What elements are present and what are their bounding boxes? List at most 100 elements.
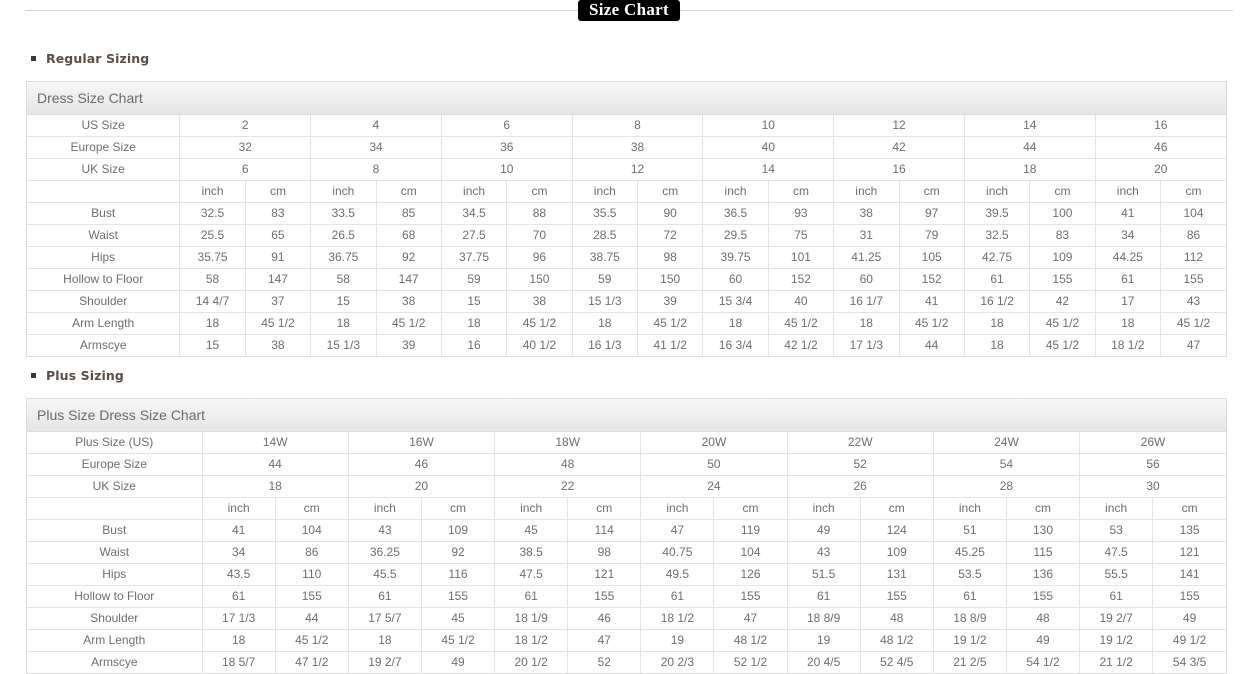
measure-cell: 44 <box>898 334 965 356</box>
size-cell: 18 <box>963 158 1096 181</box>
size-cell: 26 <box>786 475 934 498</box>
page-title-band: Size Chart <box>25 0 1233 40</box>
measure-cell: 15 1/3 <box>310 334 377 356</box>
measure-cell: 147 <box>244 268 312 291</box>
size-cell: 56 <box>1079 453 1226 476</box>
measure-cell: 20 2/3 <box>640 651 715 673</box>
measure-cell: 101 <box>767 246 835 269</box>
measure-cell: 18 <box>310 312 377 335</box>
measure-cell: 45 <box>420 607 496 630</box>
measure-cell: 47.5 <box>494 563 569 586</box>
measure-cell: 20 4/5 <box>786 651 861 673</box>
row-header: UK Size <box>27 475 203 498</box>
measure-cell: 45 1/2 <box>420 629 496 652</box>
row-header: Europe Size <box>27 453 203 476</box>
measure-cell: 42.75 <box>963 246 1031 269</box>
measure-cell: 49.5 <box>640 563 715 586</box>
measure-cell: 18 <box>347 629 422 652</box>
measure-cell: 34 <box>201 541 276 564</box>
measure-cell: 16 1/3 <box>571 334 639 356</box>
measure-cell: 15 3/4 <box>702 290 769 313</box>
measure-cell: 45 1/2 <box>898 312 965 335</box>
measure-cell: 34 <box>1094 224 1162 247</box>
measure-cell: 18 <box>571 312 639 335</box>
measure-cell: 104 <box>1160 202 1226 225</box>
measure-cell: 42 1/2 <box>767 334 835 356</box>
table-row: Armscye 15 38 15 1/3 39 16 40 1/2 16 1/3 41 1/2 1… <box>27 334 1226 356</box>
size-cell: 24W <box>932 432 1081 454</box>
measure-cell: 155 <box>1005 585 1081 608</box>
unit-cell: cm <box>506 180 573 203</box>
measure-cell: 45.25 <box>932 541 1007 564</box>
size-cell: 14W <box>201 432 349 454</box>
measure-cell: 68 <box>375 224 442 247</box>
size-cell: 42 <box>833 136 965 159</box>
size-cell: 48 <box>494 453 642 476</box>
table-row: Waist 34 86 36.25 92 38.5 98 40.75 104 43 109 45.25… <box>27 541 1226 564</box>
regular-size-table: US Size 2 4 6 8 10 12 14 16 Europe Size 32 34 36 38 40… <box>27 115 1226 356</box>
measure-cell: 18 1/2 <box>1094 334 1162 356</box>
measure-cell: 104 <box>274 519 349 542</box>
measure-cell: 65 <box>244 224 312 247</box>
measure-cell: 83 <box>244 202 312 225</box>
measure-cell: 121 <box>1152 541 1226 564</box>
measure-cell: 47 1/2 <box>274 651 349 673</box>
size-cell: 18 <box>201 475 349 498</box>
measure-cell: 150 <box>506 268 573 291</box>
measure-cell: 155 <box>274 585 349 608</box>
measure-cell: 58 <box>179 268 246 291</box>
unit-cell: inch <box>571 180 639 203</box>
measure-cell: 45 1/2 <box>244 312 312 335</box>
measure-cell: 43.5 <box>201 563 276 586</box>
measure-cell: 150 <box>636 268 704 291</box>
size-cell: 20 <box>1094 158 1226 181</box>
measure-cell: 47 <box>1160 334 1226 356</box>
table-row: Hips 35.75 91 36.75 92 37.75 96 38.75 98 39.75 101… <box>27 246 1226 269</box>
measure-cell: 16 1/2 <box>963 290 1031 313</box>
section-heading-regular-sizing: Regular Sizing <box>31 48 1258 68</box>
measure-cell: 26.5 <box>310 224 377 247</box>
measure-cell: 98 <box>567 541 642 564</box>
size-cell: 28 <box>932 475 1081 498</box>
measure-cell: 51 <box>932 519 1007 542</box>
unit-cell: cm <box>567 497 642 520</box>
measure-cell: 53.5 <box>932 563 1007 586</box>
table-row: Europe Size 32 34 36 38 40 42 44 46 <box>27 136 1226 159</box>
measure-cell: 21 2/5 <box>932 651 1007 673</box>
row-header: Armscye <box>27 334 181 356</box>
size-cell: 10 <box>440 158 573 181</box>
size-cell: 36 <box>440 136 573 159</box>
measure-cell: 18 <box>201 629 276 652</box>
measure-cell: 31 <box>833 224 900 247</box>
size-cell: 16 <box>833 158 965 181</box>
measure-cell: 40 <box>767 290 835 313</box>
unit-cell: cm <box>375 180 442 203</box>
size-cell: 50 <box>640 453 788 476</box>
measure-cell: 126 <box>713 563 788 586</box>
unit-cell: inch <box>201 497 276 520</box>
measure-cell: 152 <box>767 268 835 291</box>
measure-cell: 39 <box>375 334 442 356</box>
table-row: US Size 2 4 6 8 10 12 14 16 <box>27 115 1226 137</box>
table-row: Plus Size (US) 14W 16W 18W 20W 22W 24W 26W <box>27 432 1226 454</box>
size-cell: 44 <box>963 136 1096 159</box>
measure-cell: 59 <box>440 268 508 291</box>
row-header: Europe Size <box>27 136 181 159</box>
row-header: Bust <box>27 519 203 542</box>
measure-cell: 92 <box>375 246 442 269</box>
measure-cell: 47 <box>567 629 642 652</box>
measure-cell: 17 <box>1094 290 1162 313</box>
measure-cell: 39.75 <box>702 246 769 269</box>
measure-cell: 45.5 <box>347 563 422 586</box>
measure-cell: 38 <box>506 290 573 313</box>
size-cell: 20 <box>347 475 496 498</box>
size-cell: 14 <box>963 115 1096 137</box>
unit-cell: inch <box>179 180 246 203</box>
measure-cell: 114 <box>567 519 642 542</box>
measure-cell: 16 <box>440 334 508 356</box>
size-cell: 32 <box>179 136 312 159</box>
size-cell: 38 <box>571 136 704 159</box>
plus-chart-caption: Plus Size Dress Size Chart <box>27 399 1226 432</box>
measure-cell: 155 <box>567 585 642 608</box>
measure-cell: 18 1/9 <box>494 607 569 630</box>
